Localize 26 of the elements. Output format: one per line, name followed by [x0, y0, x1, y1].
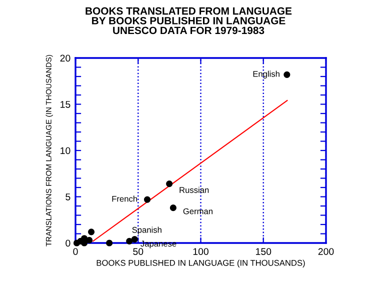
y-tick-label: 15	[60, 101, 70, 108]
annotation: German	[183, 208, 212, 214]
x-tick-label: 50	[133, 248, 144, 255]
point	[106, 240, 113, 246]
x-tick-label: 150	[256, 248, 272, 255]
chart-title: BOOKS TRANSLATED FROM LANGUAGE BY BOOKS PUBLISHED IN LANGUAGE UNESCO DATA FOR 1979-1983	[86, 7, 292, 34]
annotation: Russian	[180, 186, 209, 193]
point	[88, 228, 95, 236]
x-tick-label: 0	[73, 248, 78, 255]
x-tick-label: 200	[318, 248, 334, 255]
point	[170, 204, 176, 212]
point	[166, 180, 173, 188]
annotation: English	[253, 70, 280, 79]
y-tick-label: 5	[66, 194, 70, 200]
point	[126, 238, 133, 244]
x-tick-label: 100	[193, 248, 208, 255]
annotation: French	[112, 196, 138, 202]
point	[86, 236, 93, 244]
y-tick-label: 20	[60, 54, 70, 62]
y-tick-label: 0	[66, 240, 70, 247]
annotation: Spanish	[132, 226, 162, 234]
x-axis-title: BOOKS PUBLISHED IN LANGUAGE (IN THOUSANDS)	[96, 260, 305, 268]
y-tick-label: 10	[60, 147, 70, 154]
point	[131, 236, 138, 243]
point	[144, 196, 151, 203]
point	[284, 71, 290, 78]
